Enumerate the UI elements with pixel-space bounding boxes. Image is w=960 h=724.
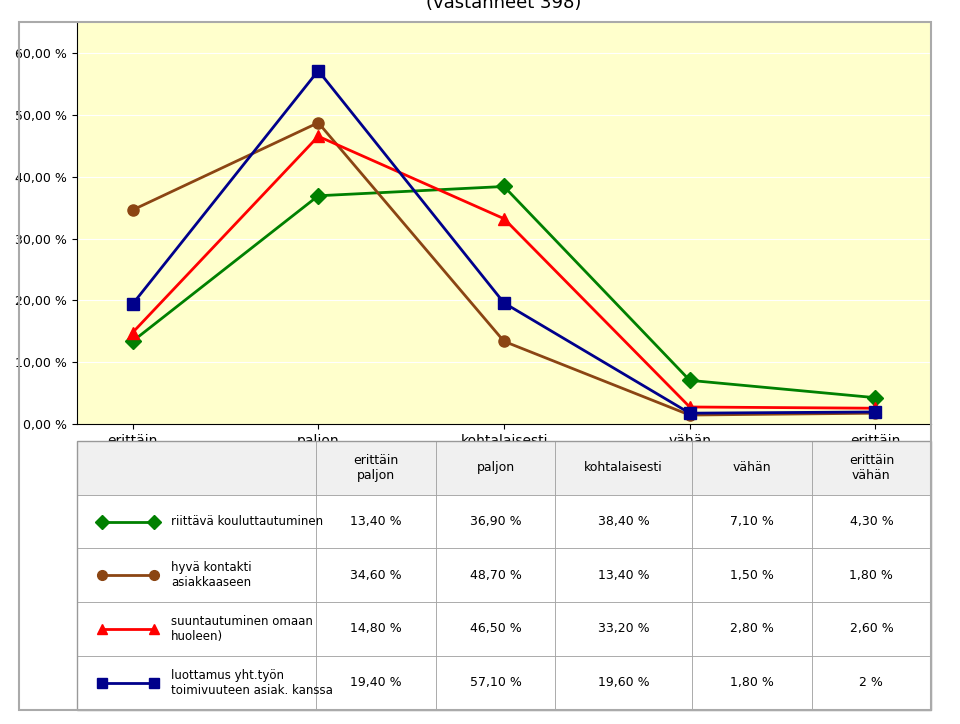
FancyBboxPatch shape	[555, 441, 692, 494]
Text: 38,40 %: 38,40 %	[598, 515, 650, 528]
FancyBboxPatch shape	[436, 656, 555, 710]
Text: 2,60 %: 2,60 %	[850, 623, 893, 636]
FancyBboxPatch shape	[77, 441, 316, 494]
FancyBboxPatch shape	[692, 656, 811, 710]
FancyBboxPatch shape	[77, 656, 316, 710]
FancyBboxPatch shape	[811, 656, 931, 710]
Text: 57,10 %: 57,10 %	[469, 676, 521, 689]
Text: 34,60 %: 34,60 %	[350, 569, 401, 582]
Text: kohtalaisesti: kohtalaisesti	[585, 461, 663, 474]
Text: 2 %: 2 %	[859, 676, 883, 689]
FancyBboxPatch shape	[811, 602, 931, 656]
Text: hyvä kontakti
asiakkaaseen: hyvä kontakti asiakkaaseen	[171, 561, 252, 589]
Text: 19,60 %: 19,60 %	[598, 676, 649, 689]
FancyBboxPatch shape	[316, 602, 436, 656]
FancyBboxPatch shape	[555, 494, 692, 549]
FancyBboxPatch shape	[436, 441, 555, 494]
Text: 1,80 %: 1,80 %	[730, 676, 774, 689]
Text: vähän: vähän	[732, 461, 771, 474]
FancyBboxPatch shape	[692, 602, 811, 656]
FancyBboxPatch shape	[316, 549, 436, 602]
FancyBboxPatch shape	[316, 441, 436, 494]
Text: 46,50 %: 46,50 %	[469, 623, 521, 636]
FancyBboxPatch shape	[316, 494, 436, 549]
Text: 14,80 %: 14,80 %	[350, 623, 401, 636]
Text: 13,40 %: 13,40 %	[598, 569, 649, 582]
FancyBboxPatch shape	[316, 656, 436, 710]
Text: 4,30 %: 4,30 %	[850, 515, 893, 528]
FancyBboxPatch shape	[692, 441, 811, 494]
FancyBboxPatch shape	[77, 602, 316, 656]
FancyBboxPatch shape	[77, 549, 316, 602]
FancyBboxPatch shape	[811, 494, 931, 549]
FancyBboxPatch shape	[692, 549, 811, 602]
Text: 19,40 %: 19,40 %	[350, 676, 401, 689]
Text: 36,90 %: 36,90 %	[469, 515, 521, 528]
FancyBboxPatch shape	[77, 494, 316, 549]
Text: 13,40 %: 13,40 %	[350, 515, 401, 528]
Text: 2,80 %: 2,80 %	[730, 623, 774, 636]
Text: riittävä kouluttautuminen: riittävä kouluttautuminen	[171, 515, 323, 528]
Text: paljon: paljon	[476, 461, 515, 474]
Text: 48,70 %: 48,70 %	[469, 569, 521, 582]
FancyBboxPatch shape	[555, 602, 692, 656]
FancyBboxPatch shape	[811, 549, 931, 602]
Text: suuntautuminen omaan
huoleen): suuntautuminen omaan huoleen)	[171, 615, 313, 643]
Text: 1,50 %: 1,50 %	[730, 569, 774, 582]
FancyBboxPatch shape	[436, 494, 555, 549]
FancyBboxPatch shape	[436, 549, 555, 602]
Text: 33,20 %: 33,20 %	[598, 623, 649, 636]
FancyBboxPatch shape	[555, 656, 692, 710]
Title: 12.Huolen puheeksiottamisen työtavan käyttöä toiminnassani on
edistänyt 1/2
(vas: 12.Huolen puheeksiottamisen työtavan käy…	[209, 0, 799, 12]
Text: 7,10 %: 7,10 %	[730, 515, 774, 528]
FancyBboxPatch shape	[692, 494, 811, 549]
FancyBboxPatch shape	[436, 602, 555, 656]
Text: 1,80 %: 1,80 %	[850, 569, 894, 582]
FancyBboxPatch shape	[555, 549, 692, 602]
Text: luottamus yht.työn
toimivuuteen asiak. kanssa: luottamus yht.työn toimivuuteen asiak. k…	[171, 669, 333, 696]
FancyBboxPatch shape	[811, 441, 931, 494]
Text: erittäin
paljon: erittäin paljon	[353, 454, 398, 482]
Text: erittäin
vähän: erittäin vähän	[849, 454, 894, 482]
